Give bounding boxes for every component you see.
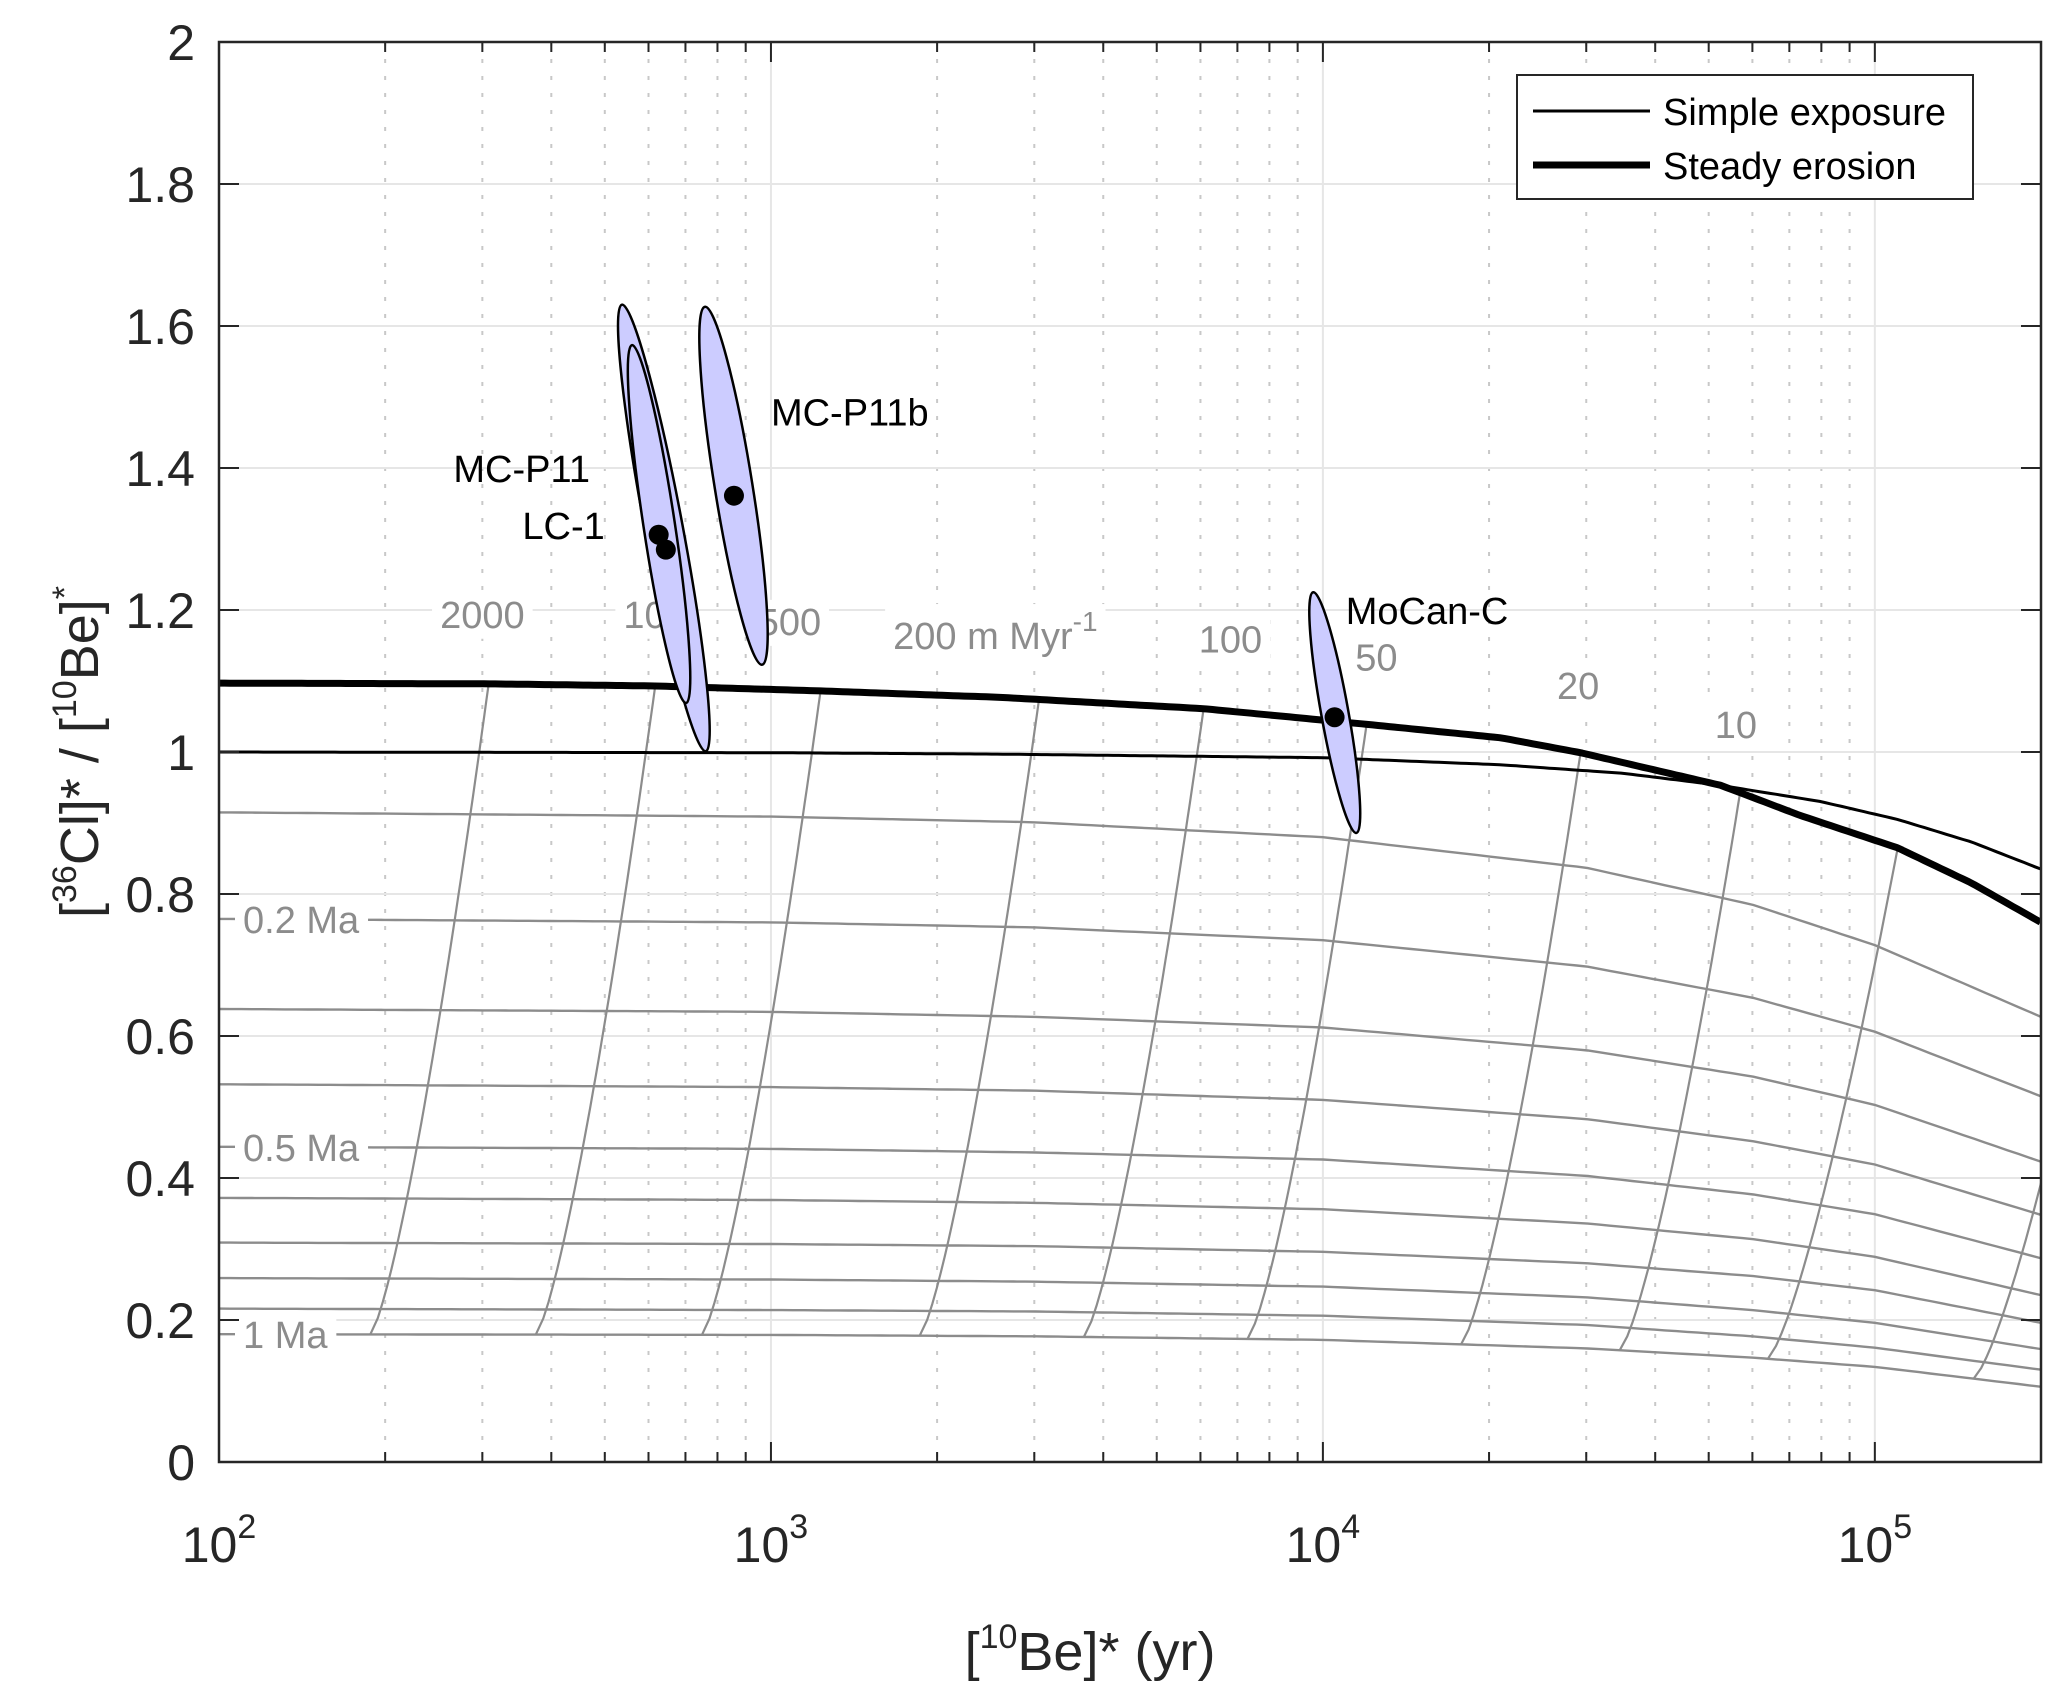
erosion-rate-line-1000: [534, 685, 657, 1336]
erosion-rate-label-background: [1706, 702, 1766, 749]
isochron-label-background: [235, 1313, 337, 1360]
isochron-0.2-ma: [219, 917, 2041, 1098]
erosion-rate-line-500: [701, 690, 822, 1336]
erosion-rate-label-background: [1347, 635, 1406, 682]
series-steady-erosion: [219, 679, 2041, 926]
isochron-label-text: 1 Ma: [243, 1315, 328, 1357]
legend-label-simple-exposure: Simple exposure: [1663, 92, 1946, 134]
y-tick-label: 2: [167, 15, 195, 71]
erosion-rate-label-background: [1190, 617, 1271, 664]
y-axis-label: [36Cl]* / [10Be]*: [46, 586, 110, 918]
legend-label-steady-erosion: Steady erosion: [1663, 146, 1917, 188]
erosion-rate-label-text: 2000: [440, 595, 525, 637]
y-tick-label: 1.6: [125, 299, 195, 355]
isochron-label-text: 0.5 Ma: [243, 1128, 360, 1170]
erosion-rate-label: 10: [1706, 702, 1766, 749]
erosion-rate-label-text: 10: [1715, 705, 1757, 747]
isochron-0.8-ma: [219, 1276, 2041, 1351]
y-tick-label: 1.8: [125, 157, 195, 213]
sample-label-mocan-c: MoCan-C: [1346, 591, 1509, 633]
sample-label-mc-p11: MC-P11: [453, 449, 590, 491]
isochron-0.3-ma: [219, 1007, 2041, 1163]
erosion-rate-label: 20: [1548, 663, 1608, 710]
sample-point-lc-1: [655, 539, 676, 560]
isochron-label: 1 Ma: [235, 1313, 337, 1360]
samples: [616, 303, 1362, 835]
isochron-0.1-ma: [219, 811, 2041, 1018]
model-grid: [219, 683, 2041, 1388]
y-tick-label: 1.2: [125, 583, 195, 639]
erosion-rate-label-text: 20: [1557, 666, 1599, 708]
erosion-rate-line-10: [1618, 792, 1742, 1351]
x-tick-label: 103: [734, 1508, 809, 1573]
sample-label-mc-p11b: MC-P11b: [771, 392, 929, 434]
y-tick-label: 0.6: [125, 1009, 195, 1065]
erosion-rate-label-text: 100: [1199, 620, 1262, 662]
x-tick-label: 102: [182, 1508, 257, 1573]
isochron-0.5-ma: [219, 1145, 2041, 1260]
sample-point-mocan-c: [1324, 707, 1345, 728]
isochron-label: 0.5 Ma: [235, 1125, 369, 1172]
y-tick-label: 0: [167, 1435, 195, 1491]
isochron-label-background: [235, 897, 369, 944]
y-tick-label: 0.4: [125, 1151, 195, 1207]
y-tick-label: 0.8: [125, 867, 195, 923]
isochron-0.7-ma: [219, 1241, 2041, 1324]
y-tick-label: 1.4: [125, 441, 195, 497]
erosion-rate-label-background: [1548, 663, 1608, 710]
error-ellipse-lc-1: [626, 343, 692, 705]
erosion-rate-label-background: [885, 604, 1106, 661]
erosion-rate-label: 200 m Myr-1: [885, 604, 1106, 661]
sample-point-mc-p11: [648, 524, 669, 545]
legend-box: [1516, 74, 1974, 200]
erosion-rate-line-2: [1972, 1178, 2041, 1380]
isochron-0.6-ma: [219, 1196, 2041, 1297]
erosion-rate-line-5: [1766, 847, 1899, 1360]
sample-point-mc-p11b: [723, 485, 744, 506]
y-tick-label: 0.2: [125, 1293, 195, 1349]
x-tick-label: 105: [1838, 1508, 1913, 1573]
erosion-rate-label: 100: [1190, 617, 1271, 664]
isochron-label-text: 0.2 Ma: [243, 900, 360, 942]
isochron-label-background: [235, 1125, 369, 1172]
legend: Simple exposure Steady erosion: [1516, 74, 1974, 200]
erosion-rate-line-200: [918, 699, 1041, 1337]
isochron-label: 0.2 Ma: [235, 897, 369, 944]
series: [219, 679, 2041, 926]
erosion-rate-line-100: [1082, 708, 1205, 1338]
erosion-rate-label-text: 200 m Myr-1: [893, 606, 1097, 658]
x-axis-label: [10Be]* (yr): [965, 1618, 1216, 1682]
isochron-0.4-ma: [219, 1083, 2041, 1216]
erosion-rate-label-background: [432, 592, 533, 639]
isochron-1-ma: [219, 1333, 2041, 1388]
isochron-0.9-ma: [219, 1307, 2041, 1371]
sample-label-lc-1: LC-1: [522, 506, 604, 548]
y-tick-label: 1: [167, 725, 195, 781]
x-tick-label: 104: [1286, 1508, 1361, 1573]
erosion-rate-label-text: 50: [1355, 637, 1397, 679]
erosion-rate-line-20: [1460, 752, 1582, 1345]
erosion-rate-label: 2000: [432, 592, 533, 639]
erosion-rate-label: 50: [1347, 635, 1406, 682]
erosion-rate-line-2000: [369, 683, 490, 1335]
sample-labels: MC-P11 LC-1 MC-P11b MoCan-C: [453, 392, 1508, 633]
